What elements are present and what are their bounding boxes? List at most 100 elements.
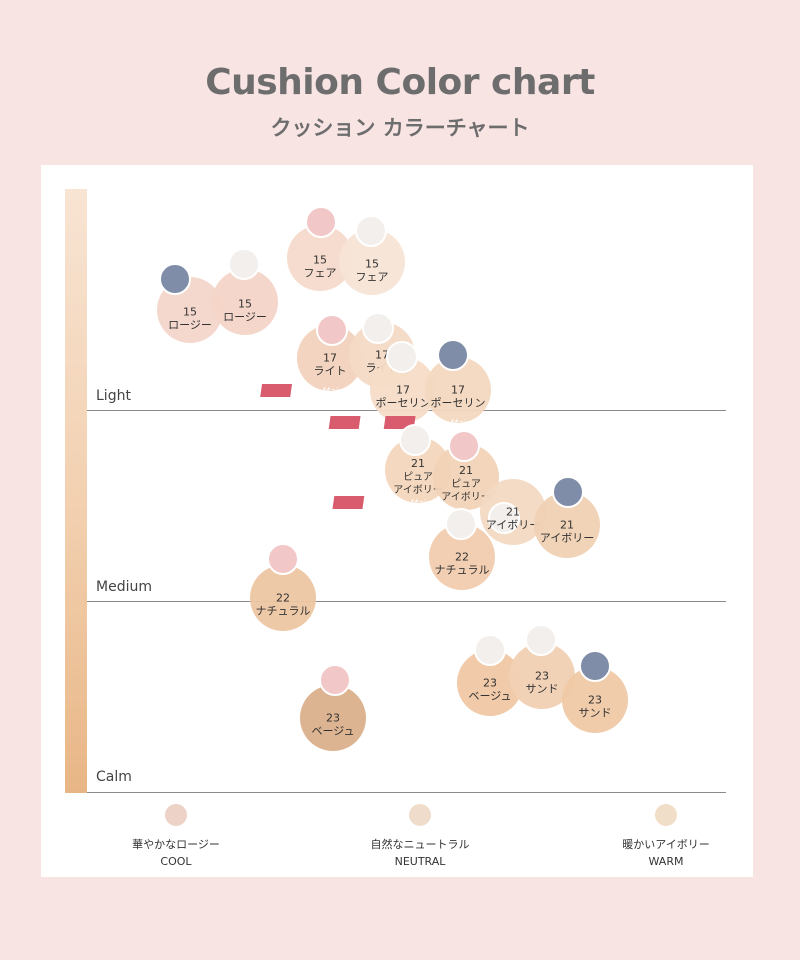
swatch-circle xyxy=(250,565,316,631)
main-badge-bg xyxy=(260,384,293,397)
swatch-shade-number: 15 xyxy=(313,254,327,267)
swatch-circle xyxy=(429,524,495,590)
swatch-shade-name: ロージー xyxy=(223,311,267,324)
level-line-medium xyxy=(87,601,726,602)
swatch-shade-number: 22 xyxy=(276,592,290,605)
swatch-circle xyxy=(509,643,575,709)
swatch-shade-number: 21 xyxy=(506,506,520,519)
swatch-shade-number: 22 xyxy=(455,551,469,564)
swatch-shade-number: 21 xyxy=(459,464,473,477)
legend-neutral-jp: 自然なニュートラル xyxy=(370,838,470,851)
main-badge-label: Main xyxy=(410,499,432,509)
legend-cool-jp: 華やかなロージー xyxy=(132,838,220,851)
main-badge: Main xyxy=(260,384,344,397)
legend-neutral-dot xyxy=(409,804,431,826)
swatch-shade-number: 23 xyxy=(483,677,497,690)
level-line-calm xyxy=(87,792,726,793)
swatch-shade-name: アイボリー xyxy=(441,491,491,503)
legend-cool: 華やかなロージー COOL xyxy=(96,804,256,868)
legend-neutral: 自然なニュートラル NEUTRAL xyxy=(340,804,500,868)
swatch-cap-blue xyxy=(579,650,611,682)
swatch-cap-white xyxy=(445,508,477,540)
legend-warm-jp: 暖かいアイボリー xyxy=(622,838,710,851)
swatch-circle xyxy=(534,492,600,558)
swatch-cap-pink xyxy=(305,206,337,238)
legend-cool-dot xyxy=(165,804,187,826)
swatch-cap-pink xyxy=(448,430,480,462)
main-badge-label: Main xyxy=(322,387,344,397)
swatch-shade-name: サンド xyxy=(526,683,559,696)
level-label-light: Light xyxy=(96,388,131,404)
chart-panel xyxy=(41,165,753,877)
swatch-shade-name: ベージュ xyxy=(468,690,511,703)
legend-warm: 暖かいアイボリー WARM xyxy=(586,804,746,868)
swatch-cap-pink xyxy=(316,314,348,346)
swatch-shade-name: フェア xyxy=(356,271,389,284)
swatch-circle xyxy=(339,229,405,295)
level-label-calm: Calm xyxy=(96,769,132,785)
swatch-shade-name: アイボリー xyxy=(393,484,443,496)
swatch-shade-name: ピュア xyxy=(451,478,481,490)
swatch-shade-name: フェア xyxy=(304,267,337,280)
swatch-cap-blue xyxy=(437,339,469,371)
swatch-cap-white xyxy=(386,341,418,373)
swatch-shade-name: サンド xyxy=(579,707,612,720)
swatch-shade-number: 15 xyxy=(365,258,379,271)
swatch-shade-name: アイボリー xyxy=(540,532,594,545)
swatch-shade-name: アイボリー xyxy=(486,519,540,532)
swatch-cap-white xyxy=(525,624,557,656)
swatch-cap-blue xyxy=(159,263,191,295)
chart-title: Cushion Color chart xyxy=(205,62,595,103)
main-badge: Main xyxy=(383,416,472,429)
swatch-circle xyxy=(425,357,491,423)
swatch-cap-white xyxy=(228,248,260,280)
swatch-circle xyxy=(297,325,363,391)
swatch-shade-name: ナチュラル xyxy=(435,564,490,577)
main-badge-bg xyxy=(328,416,361,429)
swatch-shade-number: 17 xyxy=(323,352,337,365)
swatch-cap-white xyxy=(474,634,506,666)
main-badge: Main xyxy=(332,496,432,509)
swatch-circle xyxy=(433,444,499,510)
main-badge-label: Main xyxy=(450,419,472,429)
swatch-cap-blue xyxy=(552,476,584,508)
chart-subtitle: クッション カラーチャート xyxy=(270,116,530,140)
swatch-shade-number: 21 xyxy=(560,519,574,532)
swatch-cap-pink xyxy=(267,543,299,575)
legend-neutral-en: NEUTRAL xyxy=(394,855,446,868)
brightness-gradient-bar xyxy=(65,189,87,793)
main-badge-bg xyxy=(332,496,365,509)
swatch-shade-number: 15 xyxy=(238,298,252,311)
swatch-circle xyxy=(562,667,628,733)
swatch-shade-name: ポーセリン xyxy=(376,397,431,410)
legend-cool-en: COOL xyxy=(160,855,192,868)
legend-warm-dot xyxy=(655,804,677,826)
swatch-cap-white xyxy=(399,424,431,456)
swatch-shade-number: 17 xyxy=(451,384,465,397)
swatch-shade-number: 17 xyxy=(375,349,389,362)
swatch-cap-white xyxy=(362,312,394,344)
swatch-shade-number: 17 xyxy=(396,384,410,397)
swatch-shade-number: 23 xyxy=(535,670,549,683)
swatch-cap-pink xyxy=(319,664,351,696)
legend-warm-en: WARM xyxy=(648,855,684,868)
swatch-shade-number: 21 xyxy=(411,457,425,470)
